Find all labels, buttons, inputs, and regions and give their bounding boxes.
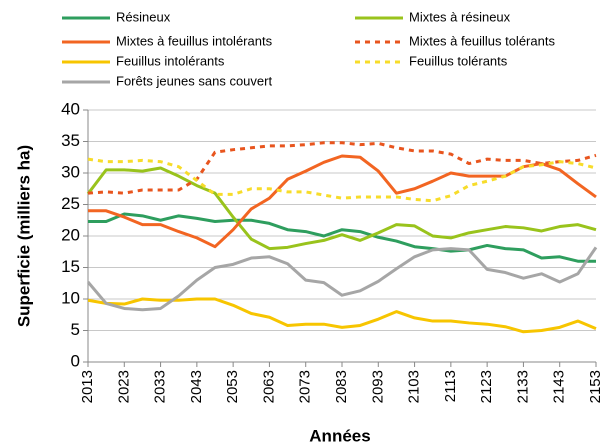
series-line: [88, 212, 596, 263]
x-tick-label: 2073: [297, 370, 314, 403]
x-tick-label: 2143: [551, 370, 568, 403]
legend-label: Forêts jeunes sans couvert: [116, 73, 272, 88]
x-tick-label: 2113: [442, 370, 459, 402]
x-tick-label: 2033: [152, 370, 169, 403]
series-line: [86, 166, 597, 251]
series-line: [86, 246, 598, 312]
x-tick-label: 2043: [188, 370, 205, 403]
x-tick-label: 2063: [260, 370, 277, 403]
y-tick-label: 30: [61, 162, 80, 181]
x-tick-label: 2053: [224, 370, 241, 403]
y-tick-label: 20: [61, 225, 80, 244]
y-tick-label: 10: [61, 288, 80, 307]
x-tick-label: 2133: [514, 370, 531, 403]
y-tick-label: 35: [61, 131, 80, 150]
x-tick-label: 2123: [478, 370, 495, 403]
series-line: [87, 141, 597, 195]
legend-label: Feuillus tolérants: [409, 53, 508, 68]
x-tick-label: 2093: [369, 370, 386, 403]
x-tick-label: 2103: [406, 370, 423, 403]
y-tick-label: 25: [61, 194, 80, 213]
legend-label: Mixtes à feuillus intolérants: [116, 33, 273, 48]
x-tick-label: 2153: [587, 370, 603, 403]
legend-label: Résineux: [116, 9, 171, 24]
series-line: [87, 297, 597, 334]
y-tick-label: 5: [71, 320, 80, 339]
x-tick-label: 2013: [79, 370, 96, 403]
series-line: [87, 157, 597, 203]
y-axis-title: Superficie (milliers ha): [14, 145, 33, 327]
x-tick-label: 2083: [333, 370, 350, 403]
legend-label: Feuillus intolérants: [116, 53, 225, 68]
y-tick-label: 15: [61, 257, 80, 276]
x-axis-title: Années: [309, 426, 370, 445]
legend-label: Mixtes à résineux: [409, 9, 511, 24]
legend-label: Mixtes à feuillus tolérants: [409, 33, 555, 48]
y-tick-label: 0: [71, 351, 80, 370]
x-tick-label: 2023: [115, 370, 132, 403]
y-tick-label: 40: [61, 99, 80, 118]
